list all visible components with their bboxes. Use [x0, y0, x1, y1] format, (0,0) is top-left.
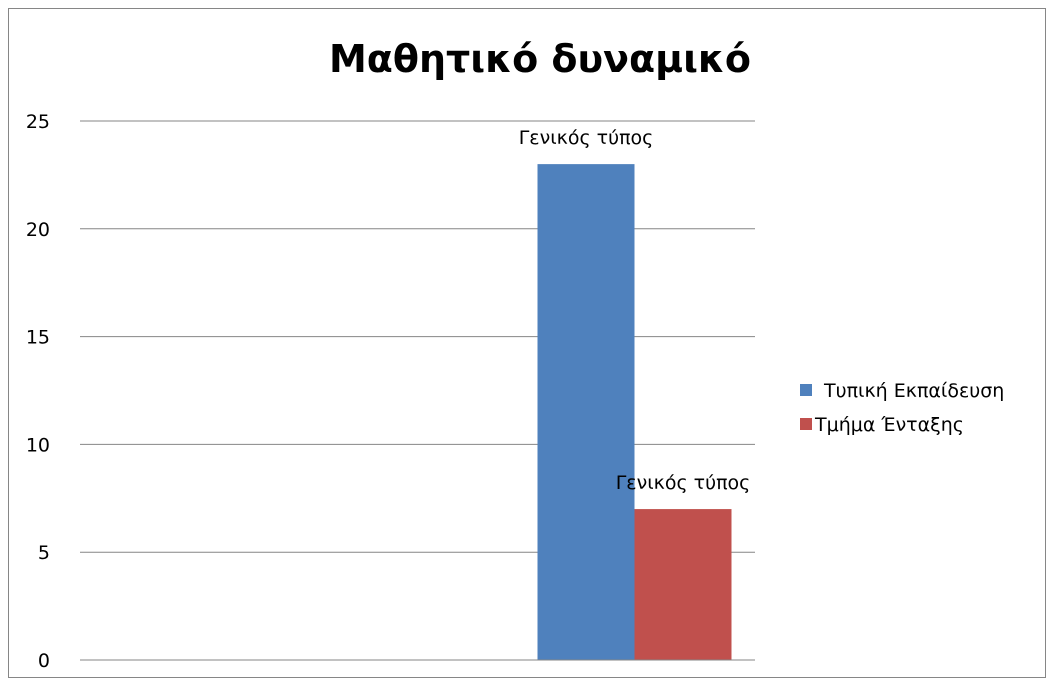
legend-label: Τμήμα Ένταξης	[814, 414, 964, 436]
y-tick-label: 10	[26, 434, 50, 456]
chart-title: Μαθητικό δυναμικό	[329, 37, 751, 81]
y-tick-label: 15	[26, 327, 50, 349]
bar-2	[634, 509, 732, 660]
data-label: Γενικός τύπος	[519, 127, 654, 149]
y-tick-label: 25	[26, 111, 50, 133]
bars	[537, 164, 732, 660]
legend-swatch	[800, 384, 812, 396]
data-label: Γενικός τύπος	[616, 472, 751, 494]
legend: Τυπική Εκπαίδευση Τμήμα Ένταξης	[800, 380, 1004, 436]
y-tick-label: 0	[38, 650, 50, 672]
data-labels: Γενικός τύπος Γενικός τύπος	[519, 127, 751, 494]
y-tick-label: 5	[38, 542, 50, 564]
y-tick-label: 20	[26, 219, 50, 241]
chart-frame	[8, 8, 1046, 678]
y-axis-ticks: 0 5 10 15 20 25	[26, 111, 50, 672]
legend-swatch	[800, 418, 812, 430]
legend-label: Τυπική Εκπαίδευση	[823, 380, 1004, 402]
bar-1	[537, 164, 635, 660]
